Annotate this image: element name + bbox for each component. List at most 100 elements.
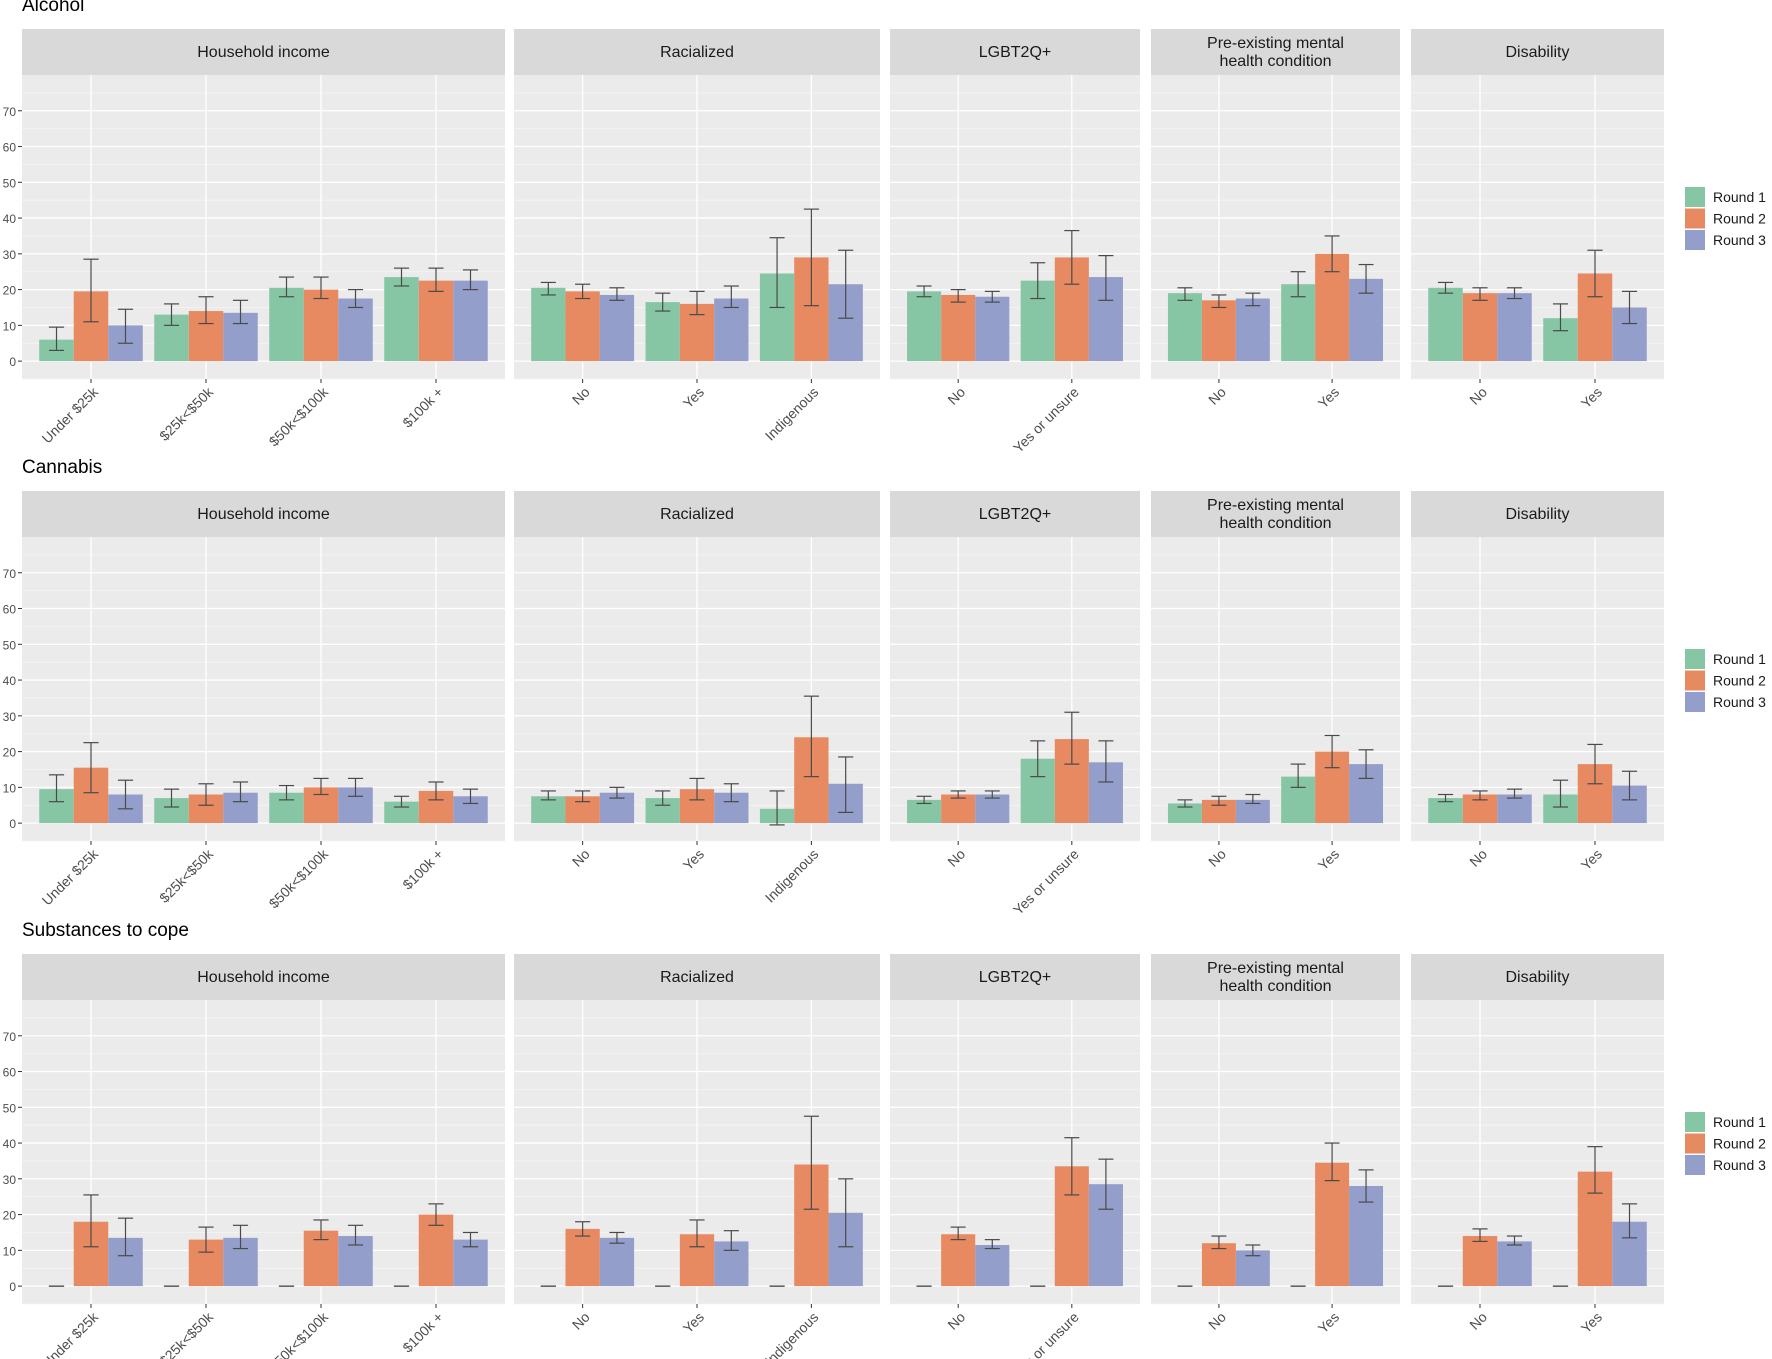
facet-strip: [1411, 29, 1664, 75]
facet-strip-label: Household income: [197, 44, 330, 61]
x-tick-label: No: [1466, 846, 1490, 870]
y-tick-label: 40: [3, 674, 17, 688]
facet-strip-label: Racialized: [660, 44, 734, 61]
y-tick-label: 50: [3, 176, 17, 190]
bar: [1201, 1243, 1236, 1287]
facet-strip: [1151, 491, 1400, 537]
bar: [907, 799, 942, 824]
x-tick-label: Yes: [1315, 384, 1342, 411]
facet-strip: [890, 29, 1140, 75]
bar: [975, 794, 1010, 824]
y-tick-label: 30: [3, 710, 17, 724]
y-tick-label: 10: [3, 319, 17, 333]
legend-key: [1685, 208, 1705, 229]
y-tick-label: 70: [3, 567, 17, 581]
bar: [941, 1234, 976, 1287]
facet-strip: [22, 954, 505, 1000]
x-tick-label: No: [1205, 384, 1229, 408]
y-tick-label: 60: [3, 1066, 17, 1080]
facet-lgbt2q-: LGBT2Q+ No Yes or unsure: [890, 954, 1140, 1359]
x-tick-label: No: [569, 846, 593, 870]
bar: [599, 294, 635, 362]
bar: [418, 1214, 454, 1287]
y-tick-label: 0: [9, 355, 16, 369]
y-tick-label: 0: [9, 1280, 16, 1294]
legend-label: Round 1: [1713, 1114, 1766, 1130]
facet-strip-label: Household income: [197, 969, 330, 986]
x-tick-label: Under $25k: [39, 1308, 102, 1359]
x-tick-label: Yes: [1315, 1309, 1342, 1336]
facet-household-income: Household income Under $25k $25k<$50k $50k<…: [22, 954, 505, 1359]
facet-lgbt2q-: LGBT2Q+ No Yes or unsure: [890, 491, 1140, 918]
bar: [1462, 1236, 1498, 1287]
y-tick-label: 60: [3, 603, 17, 617]
x-tick-label: No: [1205, 1309, 1229, 1333]
facet-strip: [1151, 954, 1400, 1000]
x-tick-label: Yes or unsure: [1010, 846, 1082, 918]
facet-strip-label: Racialized: [660, 969, 734, 986]
x-tick-label: Indigenous: [762, 1309, 822, 1359]
x-tick-label: $25k<$50k: [156, 383, 217, 444]
x-tick-label: $50k<$100k: [266, 1308, 332, 1359]
bar: [269, 287, 304, 362]
y-tick-label: 20: [3, 746, 17, 760]
bar: [714, 298, 749, 362]
x-tick-label: Under $25k: [39, 845, 102, 908]
bar: [1201, 799, 1236, 824]
panel-title: Substances to cope: [22, 920, 189, 941]
facet-strip-label: health condition: [1219, 53, 1331, 70]
y-tick-label: 30: [3, 248, 17, 262]
y-tick-label: 70: [3, 1030, 17, 1044]
x-tick-label: $50k<$100k: [266, 845, 332, 911]
bar: [531, 287, 566, 362]
facet-strip-label: health condition: [1219, 515, 1331, 532]
legend-label: Round 1: [1713, 189, 1766, 205]
facet-strip-label: Disability: [1505, 44, 1569, 61]
x-tick-label: $100k +: [399, 846, 446, 893]
x-tick-label: Yes: [680, 384, 707, 411]
x-tick-label: Under $25k: [39, 383, 102, 446]
x-tick-label: $25k<$50k: [156, 845, 217, 906]
facet-racialized: Racialized No Yes Indigenous: [514, 954, 880, 1359]
bar: [565, 291, 600, 362]
bar: [384, 277, 419, 362]
bar: [1167, 803, 1202, 824]
facet-household-income: Household income Under $25k $25k<$50k $50k<…: [22, 29, 505, 449]
y-tick-label: 40: [3, 212, 17, 226]
facet-strip: [22, 29, 505, 75]
x-tick-label: Yes: [680, 1309, 707, 1336]
bar: [599, 1237, 635, 1287]
legend-key: [1685, 1112, 1705, 1132]
panel-title: Cannabis: [22, 457, 102, 478]
bar: [1315, 1162, 1350, 1287]
facet-strip-label: Disability: [1505, 969, 1569, 986]
x-tick-label: Yes or unsure: [1010, 384, 1082, 456]
legend-label: Round 3: [1713, 232, 1766, 248]
facet-strip-label: health condition: [1219, 978, 1331, 995]
legend-key: [1685, 692, 1705, 712]
legend-key: [1685, 1155, 1705, 1175]
facet-strip: [890, 491, 1140, 537]
bar: [453, 280, 488, 362]
facet-strip-label: Pre-existing mental: [1207, 497, 1344, 514]
x-tick-label: No: [944, 846, 968, 870]
x-tick-label: No: [569, 1309, 593, 1333]
x-tick-label: Yes: [1578, 846, 1605, 873]
y-tick-label: 10: [3, 781, 17, 795]
legend-label: Round 2: [1713, 1136, 1766, 1152]
bar: [1201, 300, 1236, 362]
bar: [303, 289, 339, 362]
bar: [338, 298, 373, 362]
bar: [1462, 293, 1498, 362]
y-tick-label: 60: [3, 141, 17, 155]
bar: [1497, 794, 1532, 824]
y-tick-label: 10: [3, 1244, 17, 1258]
x-tick-label: Yes: [1578, 1309, 1605, 1336]
legend-key: [1685, 649, 1705, 669]
bar: [384, 801, 419, 824]
facet-strip: [514, 954, 880, 1000]
